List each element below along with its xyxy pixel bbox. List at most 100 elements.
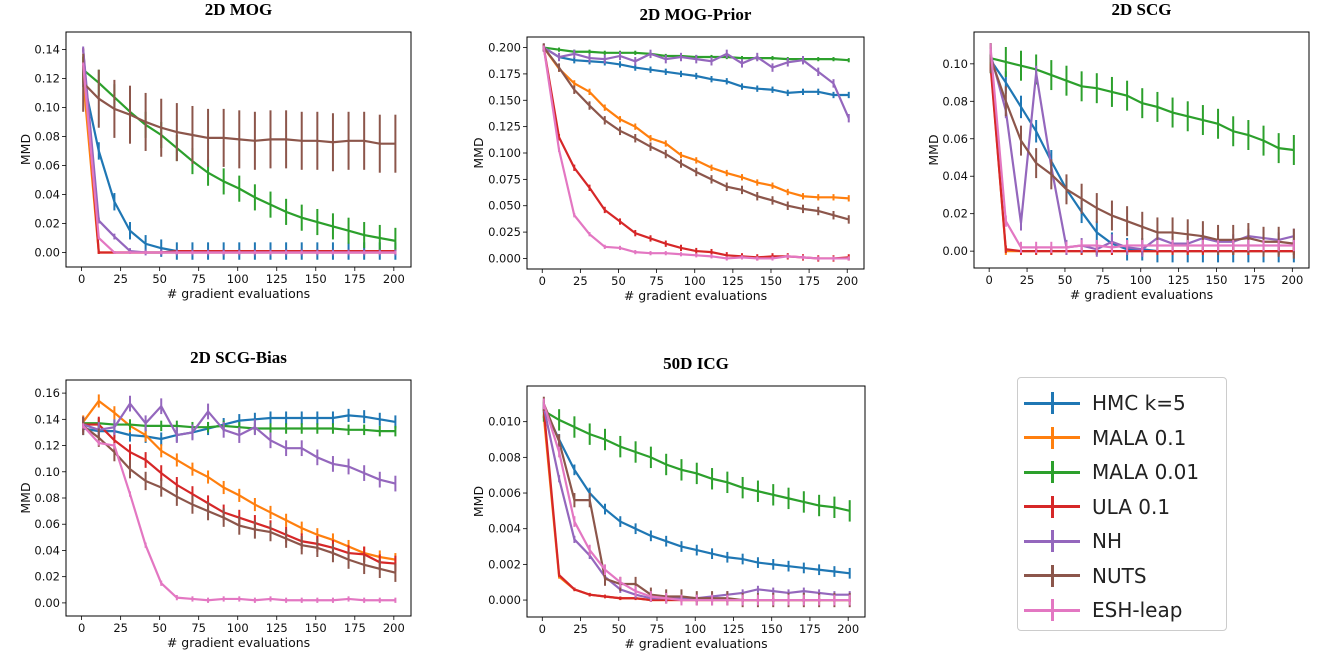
chart-title: 50D ICG <box>663 354 729 373</box>
x-tick-label: 100 <box>227 621 249 635</box>
x-axis-label: # gradient evaluations <box>624 288 767 303</box>
chart-title: 2D MOG-Prior <box>640 5 752 24</box>
legend-swatch <box>1024 599 1080 622</box>
x-tick-label: 150 <box>1206 273 1228 287</box>
x-tick-label: 125 <box>1168 273 1190 287</box>
y-tick-label: 0.008 <box>488 450 521 464</box>
y-tick-label: 0.04 <box>34 543 60 557</box>
x-tick-label: 200 <box>837 622 859 636</box>
x-tick-label: 175 <box>1243 273 1265 287</box>
x-tick-label: 175 <box>799 622 821 636</box>
y-tick-label: 0.10 <box>34 465 60 479</box>
series-mala-0-1 <box>542 44 850 202</box>
series-nh <box>542 43 850 123</box>
plot-area <box>989 43 1295 263</box>
axes-frame <box>526 36 865 270</box>
y-tick-label: 0.08 <box>942 94 968 108</box>
legend-label: MALA 0.1 <box>1092 425 1187 450</box>
x-tick-label: 200 <box>383 621 405 635</box>
x-tick-label: 125 <box>722 274 744 288</box>
x-tick-label: 200 <box>836 274 858 288</box>
x-tick-label: 200 <box>383 272 405 286</box>
y-tick-label: 0.002 <box>488 557 521 571</box>
legend-item-mala-0.01: MALA 0.01 <box>1024 455 1226 490</box>
x-tick-label: 75 <box>191 272 206 286</box>
chart-title: 2D SCG <box>1112 0 1172 19</box>
y-tick-label: 0.02 <box>942 207 968 221</box>
y-tick-label: 0.025 <box>488 225 521 239</box>
subplot-0: 2D MOG 0 25 50 75 100 125 150 175 200 0.00 0.02 0.04… <box>18 0 412 301</box>
plot-area <box>542 396 851 608</box>
series-mala-0-01 <box>542 400 851 522</box>
y-tick-label: 0.150 <box>488 93 521 107</box>
y-tick-label: 0.10 <box>942 57 968 71</box>
subplot-1: 2D MOG-Prior 0 25 50 75 100 125 150 175 200 0.000 0… <box>471 5 865 303</box>
x-tick-label: 25 <box>1020 273 1035 287</box>
chart-title: 2D MOG <box>205 0 273 19</box>
y-tick-label: 0.14 <box>34 42 60 56</box>
plot-area <box>542 43 850 262</box>
legend-swatch <box>1024 426 1080 449</box>
y-axis-label: MMD <box>926 134 941 165</box>
y-tick-label: 0.000 <box>488 251 521 265</box>
y-tick-label: 0.06 <box>942 132 968 146</box>
x-tick-label: 50 <box>152 621 167 635</box>
series-mala-0-01 <box>989 43 1295 165</box>
y-axis-label: MMD <box>18 482 33 513</box>
x-tick-label: 0 <box>78 272 85 286</box>
x-tick-label: 175 <box>798 274 820 288</box>
y-axis-label: MMD <box>471 137 486 168</box>
chart-title: 2D SCG-Bias <box>190 348 287 367</box>
x-tick-label: 25 <box>573 274 588 288</box>
legend-label: HMC k=5 <box>1092 391 1186 416</box>
legend-label: NUTS <box>1092 563 1147 588</box>
legend: HMC k=5 MALA 0.1 MALA 0.01 ULA 0.1 NH NU… <box>1017 377 1227 631</box>
x-axis-label: # gradient evaluations <box>167 635 310 650</box>
y-tick-label: 0.06 <box>34 517 60 531</box>
x-tick-label: 75 <box>191 621 206 635</box>
y-tick-label: 0.00 <box>942 244 968 258</box>
x-tick-label: 50 <box>611 622 626 636</box>
y-tick-label: 0.006 <box>488 486 521 500</box>
y-tick-label: 0.050 <box>488 199 521 213</box>
x-tick-label: 0 <box>539 274 546 288</box>
series-line <box>542 47 849 260</box>
x-tick-label: 0 <box>539 622 546 636</box>
subplot-4: 50D ICG 0 25 50 75 100 125 150 175 200 0.000 0.002 0… <box>471 354 866 651</box>
legend-item-hmc: HMC k=5 <box>1024 386 1226 421</box>
x-tick-label: 125 <box>266 272 288 286</box>
y-tick-label: 0.100 <box>488 146 521 160</box>
y-tick-label: 0.14 <box>34 412 60 426</box>
x-tick-label: 100 <box>684 274 706 288</box>
y-tick-label: 0.10 <box>34 100 60 114</box>
x-tick-label: 150 <box>305 621 327 635</box>
x-tick-label: 175 <box>344 621 366 635</box>
y-tick-label: 0.02 <box>34 570 60 584</box>
series-line <box>542 47 849 260</box>
y-tick-label: 0.04 <box>942 169 968 183</box>
legend-swatch <box>1024 564 1080 587</box>
subplot-2: 2D SCG 0 25 50 75 100 125 150 175 200 0.00 0.02 0.04… <box>926 0 1310 302</box>
y-tick-label: 0.00 <box>34 245 60 259</box>
y-tick-label: 0.075 <box>488 172 521 186</box>
x-tick-label: 150 <box>761 622 783 636</box>
x-axis-label: # gradient evaluations <box>167 286 310 301</box>
legend-item-mala-0.1: MALA 0.1 <box>1024 421 1226 456</box>
series-nh <box>82 395 397 492</box>
y-tick-label: 0.004 <box>488 522 521 536</box>
legend-swatch <box>1024 392 1080 415</box>
plot-area <box>82 394 397 603</box>
y-tick-label: 0.175 <box>488 67 521 81</box>
y-tick-label: 0.010 <box>488 415 521 429</box>
y-tick-label: 0.08 <box>34 129 60 143</box>
series-esh-leap <box>542 398 851 606</box>
series-esh-leap <box>989 43 1295 254</box>
legend-swatch <box>1024 461 1080 484</box>
y-tick-label: 0.16 <box>34 386 60 400</box>
x-tick-label: 50 <box>152 272 167 286</box>
series-esh-leap <box>82 423 397 603</box>
x-tick-label: 25 <box>113 621 128 635</box>
y-axis-label: MMD <box>18 134 33 165</box>
x-tick-label: 150 <box>760 274 782 288</box>
